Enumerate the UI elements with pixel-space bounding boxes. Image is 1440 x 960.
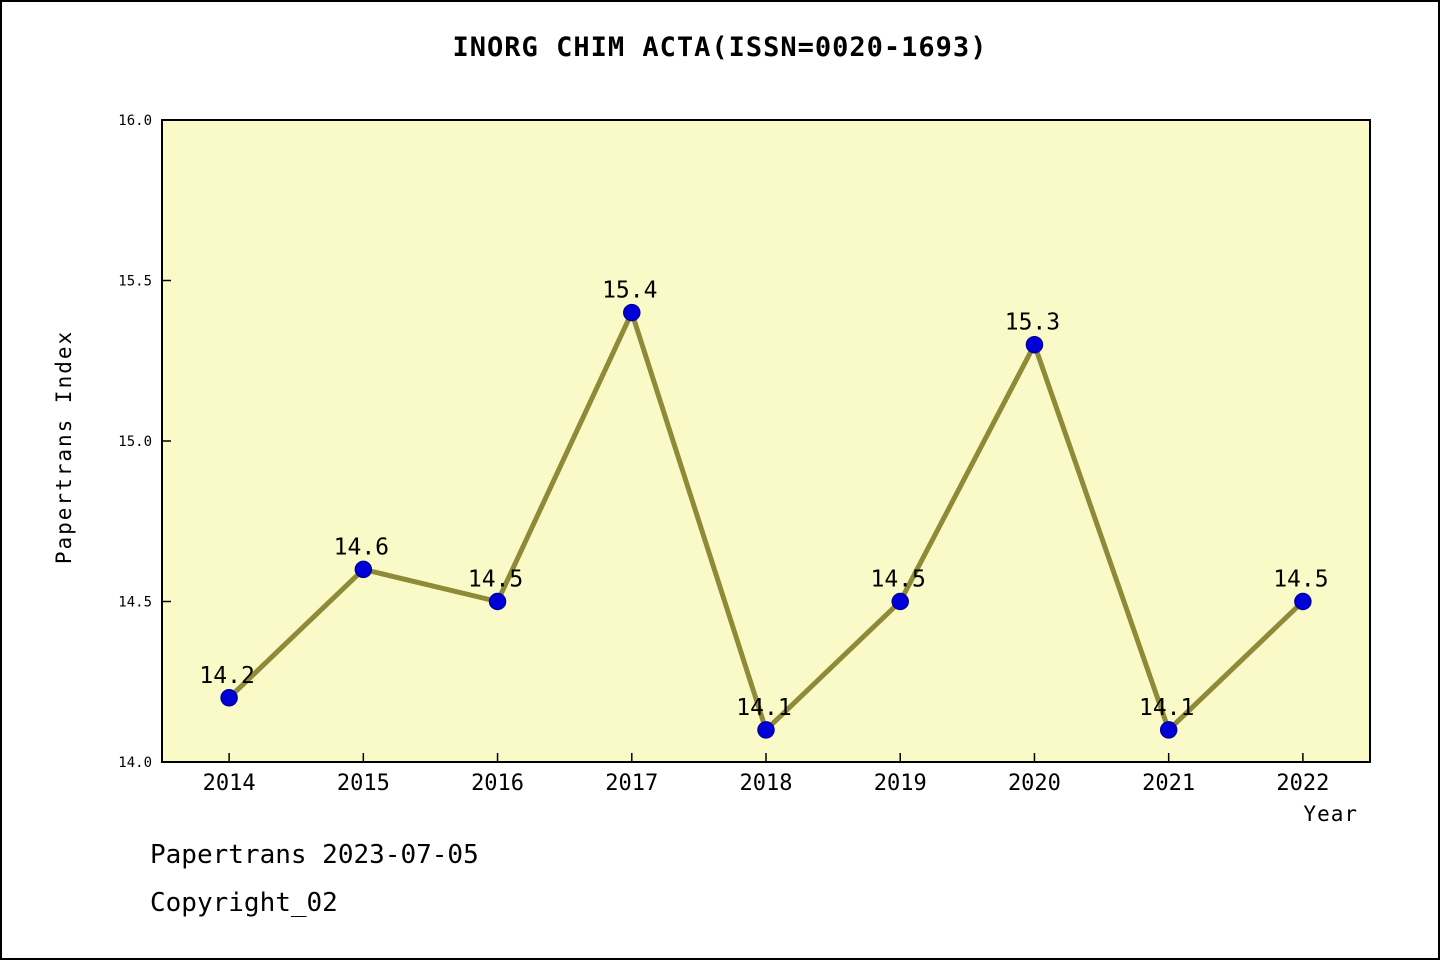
data-point: [1159, 721, 1178, 739]
chart-title: INORG CHIM ACTA(ISSN=0020-1693): [452, 32, 988, 63]
data-point-label: 14.5: [871, 567, 926, 593]
footer-copyright: Copyright_02: [150, 888, 338, 918]
data-point-label: 15.4: [602, 278, 657, 304]
data-point: [488, 592, 507, 611]
y-axis-label: Papertrans Index: [52, 329, 76, 565]
x-tick-label: 2018: [740, 771, 793, 796]
x-tick-label: 2015: [337, 771, 390, 796]
data-point: [1025, 335, 1044, 354]
data-point: [891, 592, 909, 611]
data-point-label: 14.1: [736, 695, 791, 721]
y-tick-label: 14.5: [118, 595, 152, 611]
data-point-label: 15.3: [1005, 310, 1060, 336]
x-tick-label: 2020: [1008, 771, 1061, 796]
data-point: [354, 560, 373, 579]
plot-area: [162, 120, 1370, 762]
x-tick-label: 2016: [471, 771, 524, 796]
x-axis-label: Year: [1303, 802, 1358, 826]
x-tick-label: 2022: [1276, 771, 1329, 796]
y-tick-label: 15.0: [118, 434, 152, 450]
y-tick-label: 15.5: [118, 274, 152, 290]
footer-source-date: Papertrans 2023-07-05: [150, 840, 479, 870]
x-tick-label: 2019: [874, 771, 927, 796]
data-point: [757, 721, 775, 739]
data-point: [220, 689, 238, 707]
data-point-label: 14.2: [199, 663, 254, 689]
x-tick-label: 2017: [605, 771, 658, 796]
data-point: [623, 303, 641, 322]
y-tick-label: 16.0: [118, 113, 152, 129]
x-tick-label: 2014: [203, 771, 256, 796]
data-point-label: 14.1: [1139, 695, 1194, 721]
data-point-label: 14.6: [334, 534, 389, 560]
data-point: [1294, 592, 1312, 611]
data-point-label: 14.5: [1273, 567, 1328, 593]
x-tick-label: 2021: [1142, 771, 1195, 796]
data-point-label: 14.5: [468, 567, 523, 593]
y-tick-label: 14.0: [118, 755, 152, 771]
